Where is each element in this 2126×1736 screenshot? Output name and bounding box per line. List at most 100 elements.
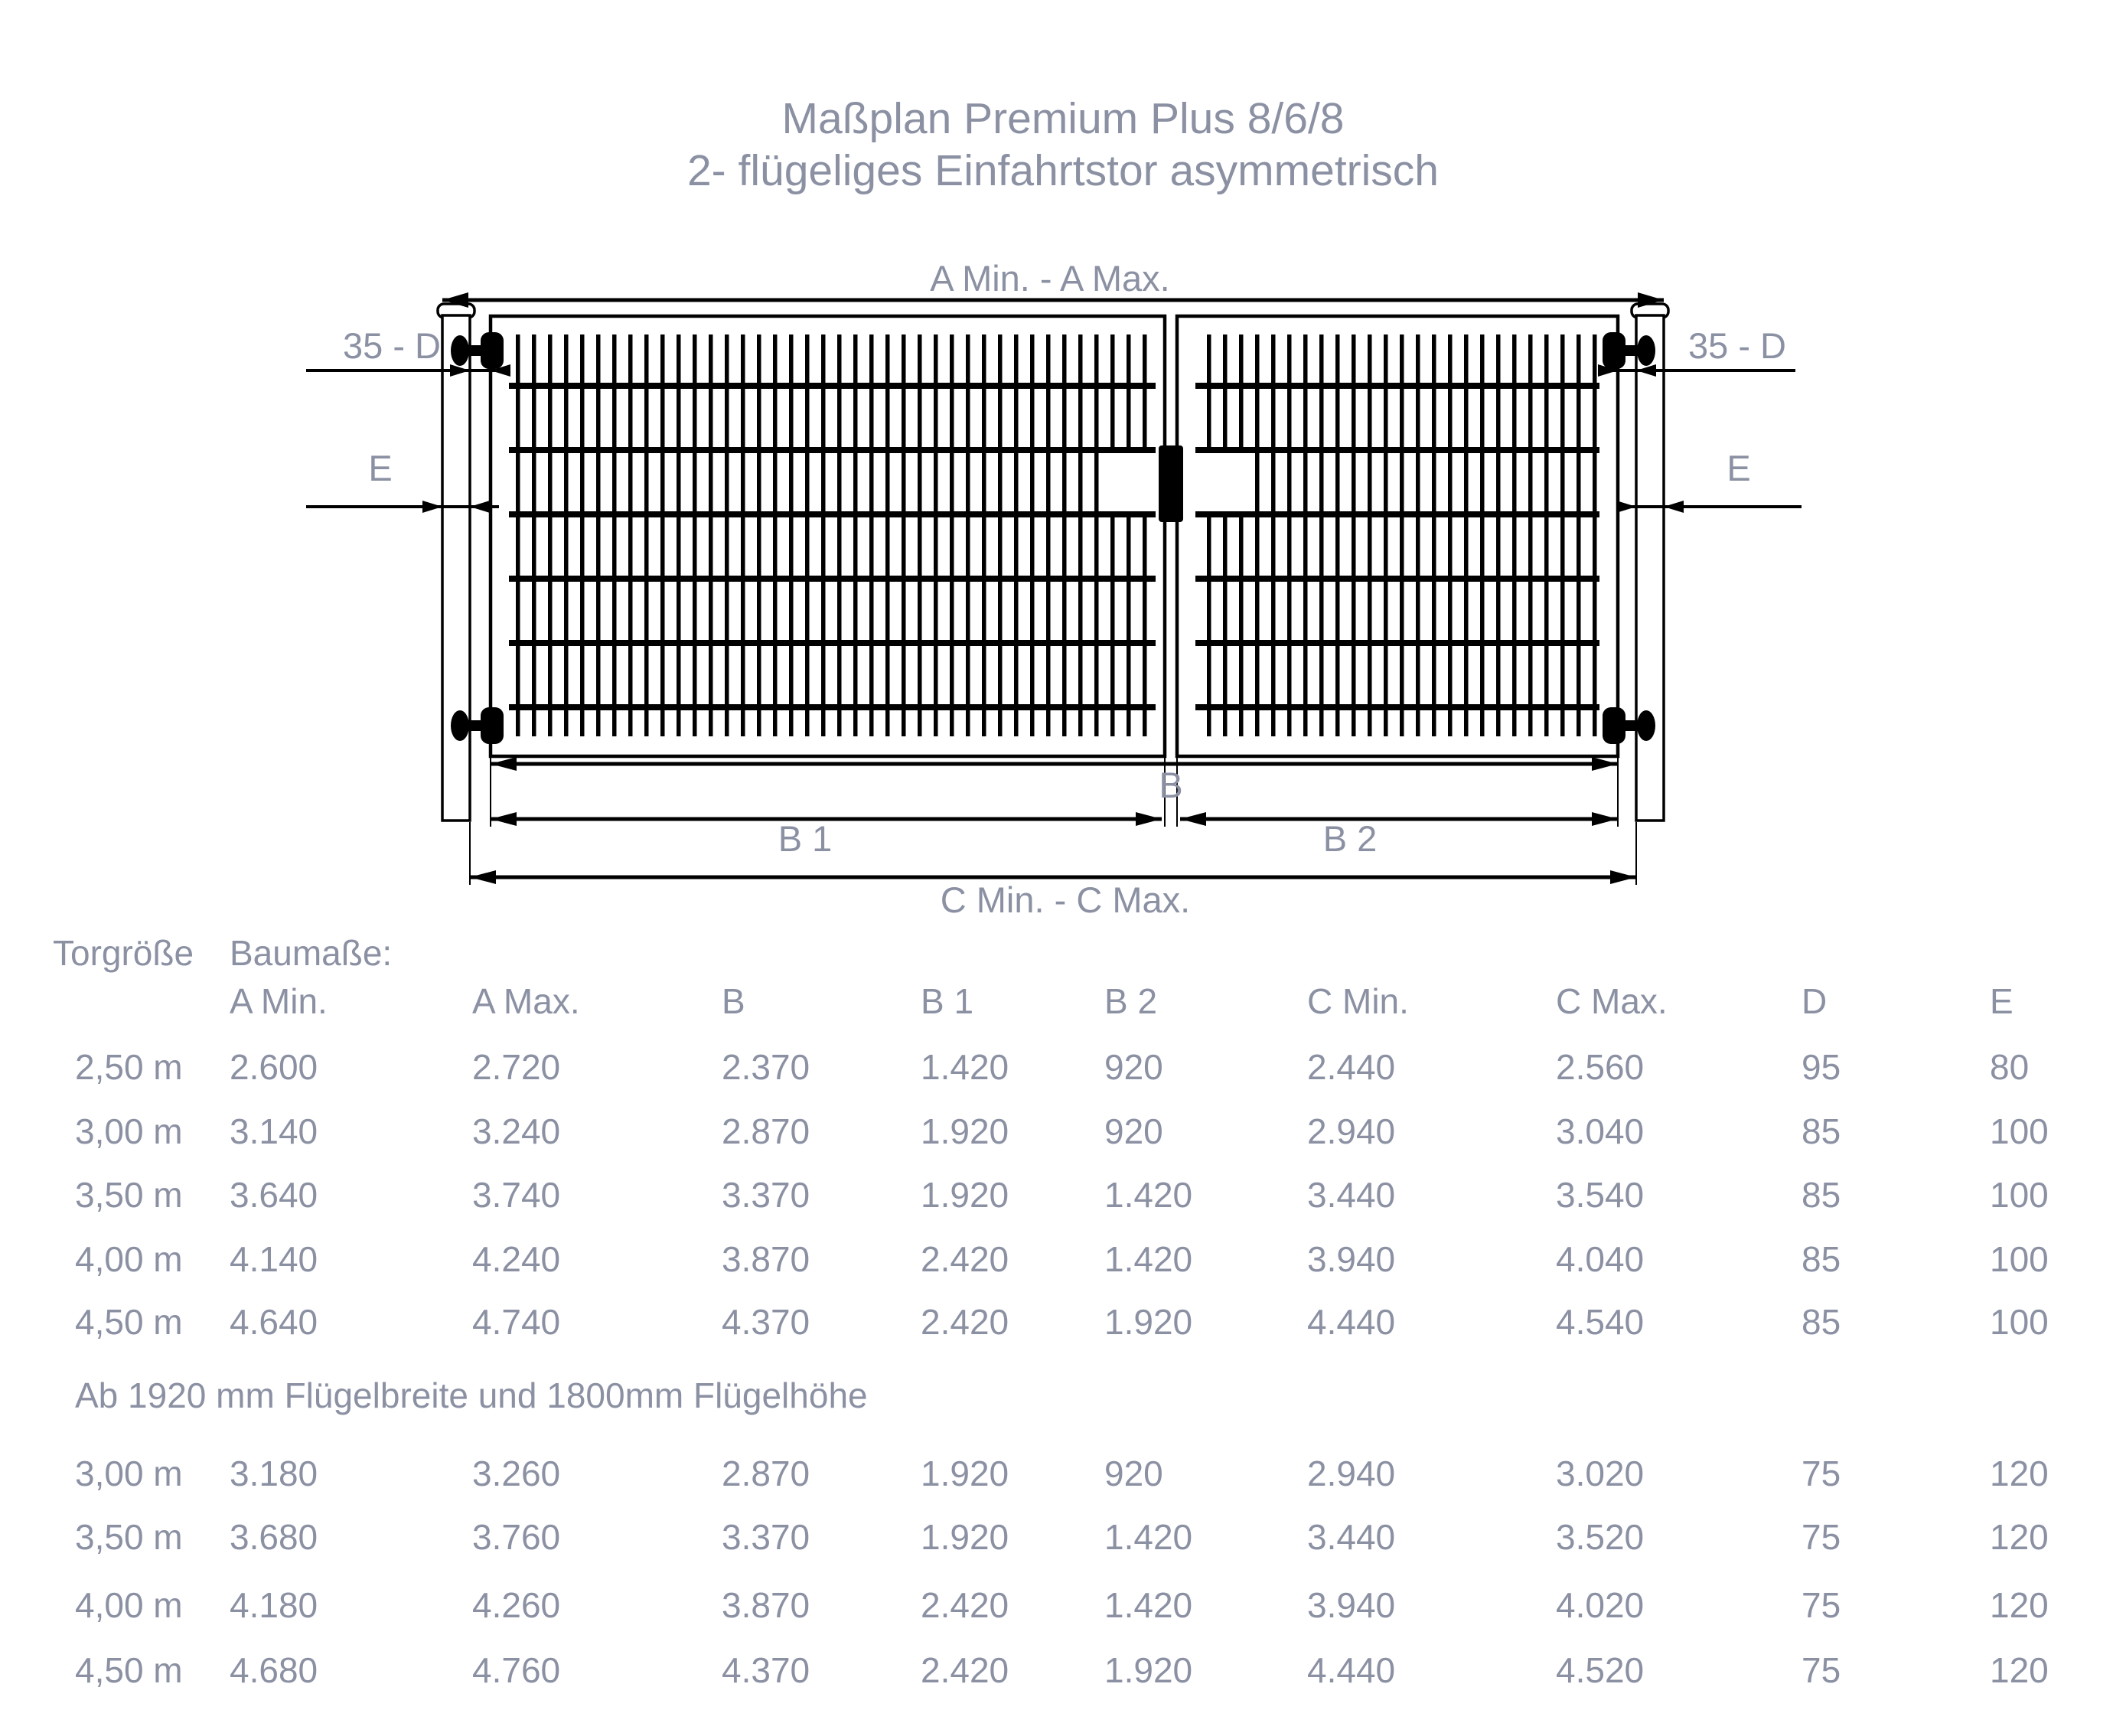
cell-e: 120	[1990, 1650, 2049, 1690]
cell-a-max: 4.240	[472, 1239, 561, 1279]
cell-d: 75	[1802, 1585, 1841, 1625]
table-row: 3,00 m 3.140 3.240 2.870 1.920 920 2.940…	[0, 1111, 2126, 1157]
col-header-d: D	[1802, 981, 1828, 1021]
hinge-bottom-right	[1603, 707, 1655, 744]
table-row: 4,50 m 4.640 4.740 4.370 2.420 1.920 4.4…	[0, 1301, 2126, 1347]
col-header-torgroesse: Torgröße	[53, 933, 194, 973]
table-section-note-row: Ab 1920 mm Flügelbreite und 1800mm Flüge…	[0, 1375, 2126, 1421]
cell-b1: 1.920	[921, 1517, 1009, 1557]
cell-c-min: 2.440	[1307, 1047, 1396, 1087]
cell-c-min: 4.440	[1307, 1650, 1396, 1690]
cell-a-min: 4.180	[230, 1585, 318, 1625]
col-header-c-max: C Max.	[1556, 981, 1668, 1021]
cell-e: 80	[1990, 1047, 2030, 1087]
cell-b1: 1.920	[921, 1111, 1009, 1151]
dim-a-label: A Min. - A Max.	[930, 258, 1169, 299]
cell-c-min: 2.940	[1307, 1111, 1396, 1151]
gate-wing-left	[488, 314, 1167, 759]
cell-a-min: 3.140	[230, 1111, 318, 1151]
cell-b: 4.370	[722, 1302, 810, 1342]
cell-a-max: 4.740	[472, 1302, 561, 1342]
row-size-label: 4,50 m	[75, 1650, 183, 1690]
cell-a-min: 4.640	[230, 1302, 318, 1342]
page-subtitle: 2- flügeliges Einfahrtstor asymmetrisch	[686, 146, 1440, 195]
right-post	[1630, 302, 1670, 822]
cell-a-min: 2.600	[230, 1047, 318, 1087]
hinge-top-right	[1603, 332, 1655, 369]
row-size-label: 4,00 m	[75, 1239, 183, 1279]
page-title: Maßplan Premium Plus 8/6/8	[781, 94, 1345, 143]
cell-c-max: 3.520	[1556, 1517, 1645, 1557]
cell-b1: 2.420	[921, 1585, 1009, 1625]
dim-hinge-gap-left: 35 - D	[306, 325, 510, 377]
cell-e: 120	[1990, 1585, 2049, 1625]
dim-post-width-right: E	[1616, 448, 1802, 513]
cell-b: 4.370	[722, 1650, 810, 1690]
cell-b2: 1.920	[1104, 1302, 1193, 1342]
left-post	[436, 302, 476, 822]
cell-b: 3.870	[722, 1239, 810, 1279]
cell-d: 75	[1802, 1454, 1841, 1493]
center-lock	[1159, 445, 1183, 522]
left-post-body	[441, 314, 471, 822]
cell-c-min: 3.440	[1307, 1175, 1396, 1215]
cell-e: 120	[1990, 1517, 2049, 1557]
row-size-label: 4,00 m	[75, 1585, 183, 1625]
cell-b2: 920	[1104, 1047, 1163, 1087]
cell-d: 85	[1802, 1175, 1841, 1215]
cell-a-max: 4.760	[472, 1650, 561, 1690]
dim-a-overall-width: A Min. - A Max.	[442, 258, 1664, 308]
cell-b1: 1.920	[921, 1454, 1009, 1493]
col-header-c-min: C Min.	[1307, 981, 1409, 1021]
cell-e: 100	[1990, 1111, 2049, 1151]
row-size-label: 2,50 m	[75, 1047, 183, 1087]
dim-post-width-left-label: E	[368, 448, 392, 488]
cell-d: 75	[1802, 1517, 1841, 1557]
cell-b1: 2.420	[921, 1650, 1009, 1690]
table-row: 3,00 m 3.180 3.260 2.870 1.920 920 2.940…	[0, 1453, 2126, 1499]
table-row: 3,50 m 3.680 3.760 3.370 1.920 1.420 3.4…	[0, 1516, 2126, 1562]
cell-b2: 920	[1104, 1454, 1163, 1493]
col-header-b1: B 1	[921, 981, 974, 1021]
col-header-a-min: A Min.	[230, 981, 328, 1021]
cell-e: 100	[1990, 1175, 2049, 1215]
cell-b2: 920	[1104, 1111, 1163, 1151]
cell-a-min: 4.140	[230, 1239, 318, 1279]
cell-c-min: 2.940	[1307, 1454, 1396, 1493]
cell-c-min: 3.940	[1307, 1585, 1396, 1625]
dim-b-label: B	[1159, 765, 1182, 805]
col-header-baumasse: Baumaße:	[230, 933, 393, 973]
cell-c-min: 4.440	[1307, 1302, 1396, 1342]
cell-a-max: 3.740	[472, 1175, 561, 1215]
extension-lines	[469, 758, 1637, 885]
cell-b1: 2.420	[921, 1302, 1009, 1342]
wing-left-mesh	[509, 334, 1156, 736]
cell-b: 2.870	[722, 1111, 810, 1151]
dim-hinge-gap-right-label: 35 - D	[1688, 325, 1786, 366]
table-row: 3,50 m 3.640 3.740 3.370 1.920 1.420 3.4…	[0, 1174, 2126, 1220]
cell-d: 75	[1802, 1650, 1841, 1690]
wing-right-lock-cutout	[1195, 453, 1252, 511]
row-size-label: 3,50 m	[75, 1517, 183, 1557]
cell-b2: 1.420	[1104, 1175, 1193, 1215]
dim-post-width-left: E	[306, 448, 499, 513]
cell-c-min: 3.440	[1307, 1517, 1396, 1557]
col-header-b: B	[722, 981, 745, 1021]
cell-b2: 1.420	[1104, 1585, 1193, 1625]
cell-b: 3.370	[722, 1175, 810, 1215]
hinge-bottom-left	[451, 707, 504, 744]
wing-left-rails	[509, 383, 1156, 710]
cell-c-min: 3.940	[1307, 1239, 1396, 1279]
cell-e: 100	[1990, 1302, 2049, 1342]
hinge-top-left	[451, 332, 504, 369]
right-post-body	[1635, 314, 1665, 822]
cell-a-min: 4.680	[230, 1650, 318, 1690]
cell-a-min: 3.180	[230, 1454, 318, 1493]
table-row: 4,50 m 4.680 4.760 4.370 2.420 1.920 4.4…	[0, 1650, 2126, 1695]
dim-hinge-gap-left-label: 35 - D	[343, 325, 441, 366]
cell-d: 95	[1802, 1047, 1841, 1087]
cell-b: 2.370	[722, 1047, 810, 1087]
cell-b2: 1.920	[1104, 1650, 1193, 1690]
